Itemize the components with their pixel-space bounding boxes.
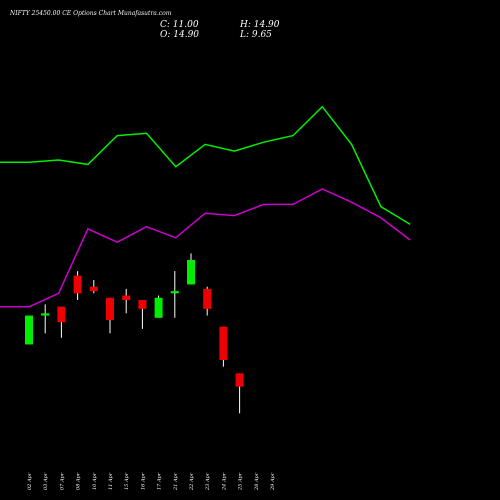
ohlc-close: C: 11.00 — [160, 20, 199, 30]
ohlc-high: H: 14.90 — [239, 20, 280, 30]
x-tick-label: 17 Apr — [157, 472, 163, 490]
candle — [122, 288, 131, 314]
x-tick-label: 22 Apr — [189, 472, 195, 491]
candle-body — [235, 373, 244, 387]
lower-band-line — [0, 188, 411, 308]
band-lines — [0, 105, 411, 308]
x-axis-ticks: 02 Apr 03 Apr 07 Apr 08 Apr 10 Apr 11 Apr 15 A… — [27, 472, 276, 491]
x-tick-label: 10 Apr — [92, 472, 98, 490]
candle — [187, 253, 195, 285]
candle — [235, 373, 244, 414]
x-tick-label: 25 Apr — [238, 472, 244, 491]
candle-body — [41, 313, 50, 316]
x-tick-label: 03 Apr — [43, 472, 49, 490]
candle — [219, 326, 228, 367]
candle-body — [106, 297, 114, 320]
candle-body — [154, 297, 163, 318]
candle — [73, 271, 82, 300]
candle-body — [203, 288, 212, 309]
candle-body — [122, 295, 131, 300]
candle — [203, 286, 212, 316]
candle-body — [73, 275, 82, 294]
candle — [170, 271, 179, 318]
candle — [106, 297, 114, 334]
chart-title: NIFTY 25450.00 CE Options Chart Munafasu… — [9, 10, 172, 17]
x-tick-label: 29 Apr — [270, 472, 276, 491]
ohlc-open: O: 14.90 — [160, 30, 199, 40]
x-tick-label: 08 Apr — [76, 472, 82, 490]
x-tick-label: 16 Apr — [140, 472, 146, 490]
x-tick-label: 28 Apr — [254, 472, 260, 491]
x-tick-label: 02 Apr — [27, 472, 33, 490]
x-tick-label: 07 Apr — [59, 472, 65, 490]
x-tick-label: 15 Apr — [124, 472, 130, 490]
candle-body — [138, 300, 147, 309]
candle — [57, 306, 66, 338]
upper-band-line — [0, 105, 411, 226]
candle-body — [25, 315, 33, 345]
x-tick-label: 24 Apr — [221, 472, 227, 491]
ohlc-low: L: 9.65 — [239, 30, 272, 40]
candle-body — [170, 291, 179, 294]
candle — [89, 280, 98, 294]
candle — [138, 300, 147, 329]
candle-body — [57, 306, 66, 323]
candle — [25, 315, 33, 345]
candles — [25, 253, 244, 414]
x-tick-label: 21 Apr — [173, 472, 179, 491]
x-tick-label: 23 Apr — [205, 472, 211, 491]
candle-body — [89, 286, 98, 292]
candle — [41, 304, 50, 334]
candle — [154, 295, 163, 318]
x-tick-label: 11 Apr — [108, 472, 114, 490]
candle-body — [219, 326, 228, 360]
candle-body — [187, 260, 195, 285]
